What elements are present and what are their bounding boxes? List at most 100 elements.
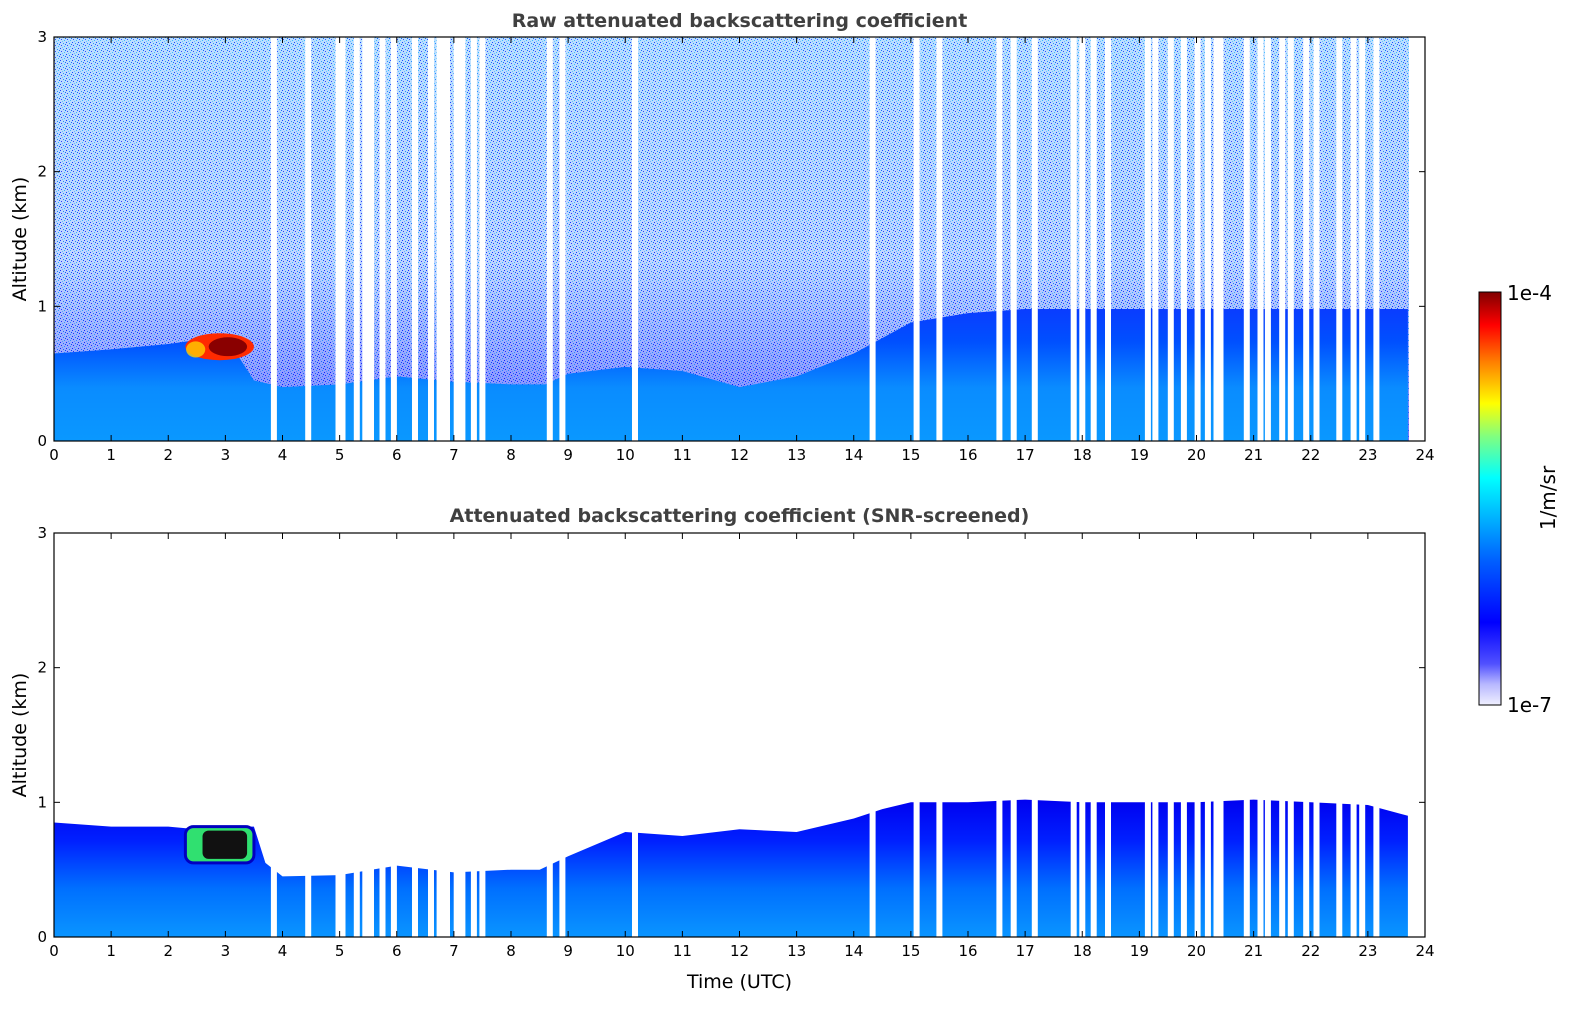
snr-missing-data-gap <box>1031 533 1038 937</box>
raw-y-tick-label: 1 <box>37 297 47 315</box>
colorbar-unit-label: 1/m/sr <box>1536 465 1560 530</box>
snr-missing-data-gap <box>1105 533 1111 937</box>
snr-y-tick-label: 0 <box>37 928 47 946</box>
snr-x-tick-label: 18 <box>1073 942 1092 960</box>
raw-missing-data-gap <box>1359 37 1366 441</box>
raw-missing-data-gap <box>428 37 434 441</box>
snr-missing-data-gap <box>1180 533 1187 937</box>
raw-missing-data-gap <box>1257 37 1264 441</box>
snr-missing-data-gap <box>379 533 386 937</box>
raw-missing-data-gap <box>453 37 460 441</box>
raw-missing-data-gap <box>479 37 486 441</box>
snr-missing-data-gap <box>1144 533 1151 937</box>
raw-x-tick-label: 4 <box>278 446 288 464</box>
snr-missing-data-gap <box>1359 533 1366 937</box>
snr-missing-data-gap <box>1070 533 1077 937</box>
raw-missing-data-gap <box>1180 37 1187 441</box>
raw-missing-data-gap <box>353 37 360 441</box>
raw-missing-data-gap <box>1010 37 1017 441</box>
snr-missing-data-gap <box>1090 533 1097 937</box>
raw-x-tick-label: 16 <box>958 446 977 464</box>
snr-panel-title: Attenuated backscattering coefficient (S… <box>450 505 1030 527</box>
snr-y-axis-label: Altitude (km) <box>9 673 31 798</box>
raw-missing-data-gap <box>1070 37 1077 441</box>
snr-missing-data-gap <box>913 533 920 937</box>
snr-missing-data-gap <box>362 533 369 937</box>
raw-x-tick-label: 9 <box>563 446 573 464</box>
snr-missing-data-gap <box>1079 533 1086 937</box>
raw-missing-data-gap <box>379 37 386 441</box>
snr-screened-panel: Attenuated backscattering coefficient (S… <box>9 505 1435 993</box>
raw-missing-data-gap <box>412 37 418 441</box>
snr-missing-data-gap <box>559 533 566 937</box>
snr-x-tick-label: 4 <box>278 942 288 960</box>
snr-missing-data-gap <box>1350 533 1357 937</box>
raw-missing-data-gap <box>305 37 312 441</box>
raw-no-data-end <box>1409 37 1425 441</box>
raw-missing-data-gap <box>546 37 553 441</box>
snr-missing-data-gap <box>996 533 1003 937</box>
snr-x-tick-label: 8 <box>506 942 516 960</box>
raw-missing-data-gap <box>1279 37 1286 441</box>
snr-missing-data-gap <box>1204 533 1211 937</box>
raw-x-tick-label: 5 <box>335 446 345 464</box>
snr-x-tick-label: 3 <box>221 942 231 960</box>
snr-missing-data-gap <box>479 533 486 937</box>
snr-missing-data-gap <box>412 533 418 937</box>
raw-missing-data-gap <box>1243 37 1250 441</box>
snr-missing-data-gap <box>428 533 434 937</box>
raw-missing-data-gap <box>436 37 443 441</box>
raw-missing-data-gap <box>440 37 447 441</box>
snr-missing-data-gap <box>339 533 346 937</box>
raw-missing-data-gap <box>996 37 1003 441</box>
raw-x-tick-label: 24 <box>1415 446 1434 464</box>
snr-missing-data-gap <box>470 533 477 937</box>
snr-missing-data-gap <box>453 533 460 937</box>
raw-missing-data-gap <box>1152 37 1159 441</box>
snr-no-data-end <box>1409 533 1425 937</box>
raw-x-tick-label: 19 <box>1130 446 1149 464</box>
raw-x-tick-label: 18 <box>1073 446 1092 464</box>
raw-missing-data-gap <box>459 37 466 441</box>
raw-y-axis-label: Altitude (km) <box>9 177 31 302</box>
raw-missing-data-gap <box>1105 37 1111 441</box>
raw-missing-data-gap <box>1031 37 1038 441</box>
colorbar-min-label: 1e-7 <box>1507 693 1552 717</box>
snr-x-tick-label: 10 <box>616 942 635 960</box>
raw-x-tick-label: 20 <box>1187 446 1206 464</box>
snr-missing-data-gap <box>1313 533 1320 937</box>
snr-y-tick-label: 2 <box>37 659 47 677</box>
snr-missing-data-gap <box>436 533 443 937</box>
raw-missing-data-gap <box>1287 37 1294 441</box>
snr-missing-data-gap <box>1373 533 1380 937</box>
snr-missing-data-gap <box>335 533 342 937</box>
raw-missing-data-gap <box>1213 37 1220 441</box>
raw-x-tick-label: 7 <box>449 446 459 464</box>
snr-missing-data-gap <box>1279 533 1286 937</box>
snr-missing-data-gap <box>1217 533 1224 937</box>
snr-missing-data-gap <box>1336 533 1343 937</box>
snr-x-tick-label: 0 <box>49 942 59 960</box>
raw-x-tick-label: 22 <box>1301 446 1320 464</box>
raw-missing-data-gap <box>1350 37 1357 441</box>
snr-x-tick-label: 24 <box>1415 942 1434 960</box>
raw-y-tick-label: 3 <box>37 28 47 46</box>
snr-missing-data-gap <box>1303 533 1310 937</box>
snr-missing-data-gap <box>368 533 374 937</box>
raw-x-tick-label: 1 <box>106 446 116 464</box>
raw-missing-data-gap <box>335 37 342 441</box>
colorbar-gradient <box>1478 291 1502 706</box>
raw-missing-data-gap <box>390 37 397 441</box>
snr-cloud-core <box>202 830 248 859</box>
snr-missing-data-gap <box>459 533 466 937</box>
snr-y-tick-label: 3 <box>37 524 47 542</box>
colorbar: 1e-4 1e-7 1/m/sr <box>1478 281 1560 717</box>
snr-missing-data-gap <box>1194 533 1201 937</box>
raw-missing-data-gap <box>339 37 346 441</box>
raw-missing-data-gap <box>1303 37 1310 441</box>
raw-x-tick-label: 8 <box>506 446 516 464</box>
raw-missing-data-gap <box>368 37 374 441</box>
snr-x-tick-label: 20 <box>1187 942 1206 960</box>
snr-x-tick-label: 12 <box>730 942 749 960</box>
